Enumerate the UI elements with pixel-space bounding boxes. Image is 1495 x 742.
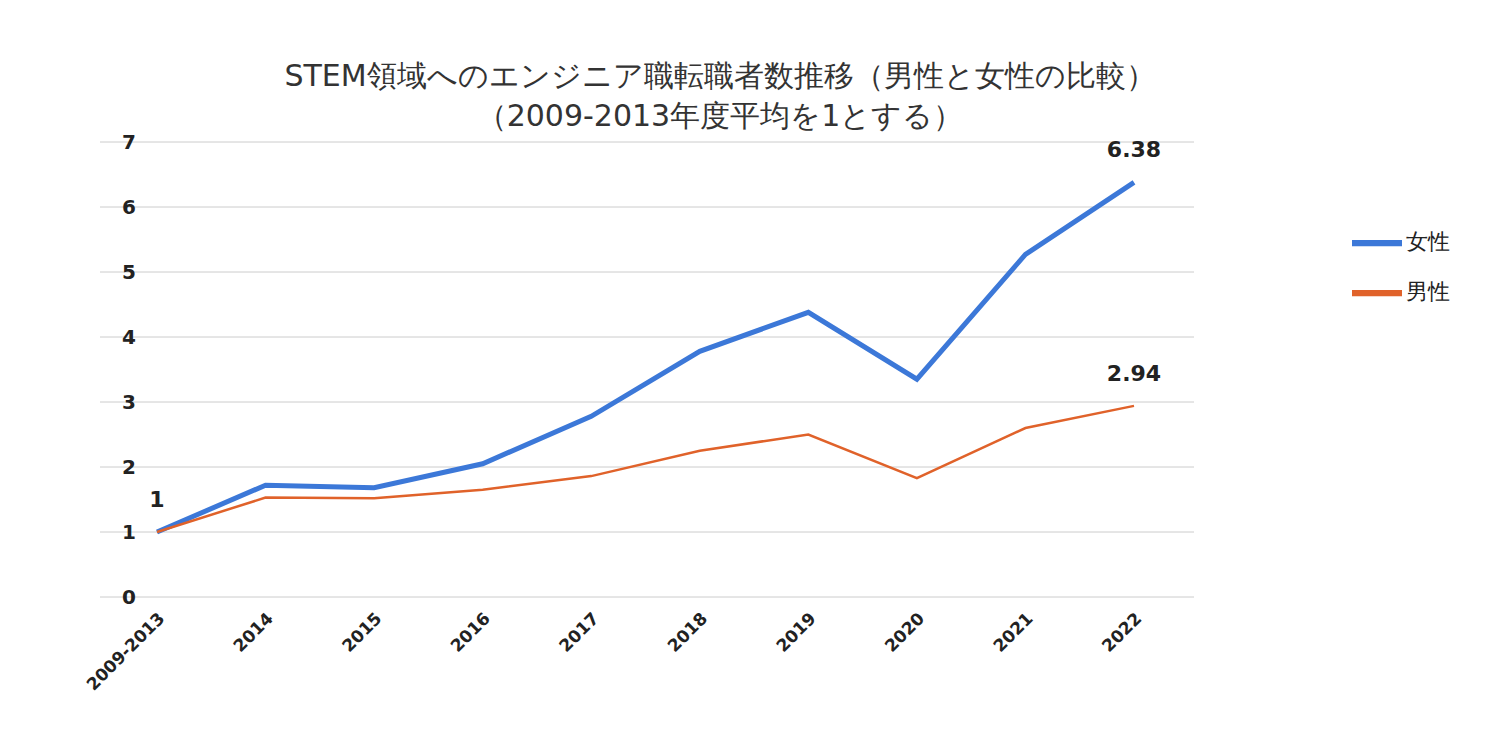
svg-text:2: 2 xyxy=(122,455,136,479)
svg-text:6.38: 6.38 xyxy=(1107,137,1161,162)
svg-text:0: 0 xyxy=(122,585,136,609)
svg-text:2009-2013: 2009-2013 xyxy=(82,608,168,694)
svg-text:2.94: 2.94 xyxy=(1107,361,1161,386)
svg-text:4: 4 xyxy=(122,325,136,349)
svg-text:7: 7 xyxy=(122,130,136,154)
svg-text:2019: 2019 xyxy=(772,608,820,656)
svg-text:1: 1 xyxy=(122,520,136,544)
html-text:女性: 女性 xyxy=(1406,229,1450,254)
svg-text:3: 3 xyxy=(122,390,136,414)
svg-text:6: 6 xyxy=(122,195,136,219)
html-text:STEM領域へのエンジニア職転職者数推移（男性と女性の比較）: STEM領域へのエンジニア職転職者数推移（男性と女性の比較） xyxy=(284,58,1156,93)
svg-text:2018: 2018 xyxy=(664,608,712,656)
html-text:（2009-2013年度平均を1とする）: （2009-2013年度平均を1とする） xyxy=(476,98,964,133)
svg-text:2022: 2022 xyxy=(1098,608,1146,656)
html-text:男性: 男性 xyxy=(1406,279,1450,304)
svg-text:5: 5 xyxy=(122,260,136,284)
svg-text:2014: 2014 xyxy=(229,608,277,656)
svg-text:1: 1 xyxy=(149,487,164,512)
svg-text:2017: 2017 xyxy=(555,608,603,656)
svg-text:2021: 2021 xyxy=(989,608,1037,656)
svg-text:2020: 2020 xyxy=(881,608,929,656)
svg-text:2015: 2015 xyxy=(338,608,386,656)
svg-text:2016: 2016 xyxy=(446,608,494,656)
